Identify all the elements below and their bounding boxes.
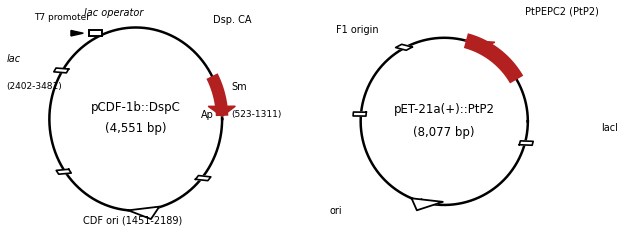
Text: lacI: lacI <box>602 123 617 133</box>
Polygon shape <box>208 106 235 116</box>
Text: pET-21a(+)::PtP2: pET-21a(+)::PtP2 <box>394 104 495 116</box>
Text: (2402-3481): (2402-3481) <box>6 82 62 91</box>
Text: ori: ori <box>330 206 342 216</box>
Text: lac: lac <box>6 54 20 64</box>
Polygon shape <box>71 30 83 36</box>
Text: lac operator: lac operator <box>85 8 144 18</box>
Text: (523-1311): (523-1311) <box>231 110 282 119</box>
Bar <box>89 30 102 36</box>
Text: Ap: Ap <box>201 109 213 120</box>
Text: PtPEPC2 (PtP2): PtPEPC2 (PtP2) <box>524 6 598 16</box>
Text: (8,077 bp): (8,077 bp) <box>413 126 475 139</box>
Polygon shape <box>54 68 68 73</box>
Polygon shape <box>465 40 495 50</box>
Polygon shape <box>196 176 211 181</box>
Polygon shape <box>395 44 412 50</box>
Polygon shape <box>520 141 533 145</box>
Text: Dsp. CA: Dsp. CA <box>213 15 251 25</box>
Text: CDF ori (1451-2189): CDF ori (1451-2189) <box>83 215 182 225</box>
Polygon shape <box>353 112 366 116</box>
Text: (4,551 bp): (4,551 bp) <box>105 122 167 135</box>
Text: pCDF-1b::DspC: pCDF-1b::DspC <box>91 101 181 114</box>
Polygon shape <box>56 169 71 174</box>
Text: Sm: Sm <box>231 82 247 92</box>
Polygon shape <box>128 207 159 219</box>
Text: F1 origin: F1 origin <box>336 25 379 35</box>
Polygon shape <box>414 199 430 206</box>
Text: T7 promoter: T7 promoter <box>34 13 89 22</box>
Polygon shape <box>412 198 443 210</box>
